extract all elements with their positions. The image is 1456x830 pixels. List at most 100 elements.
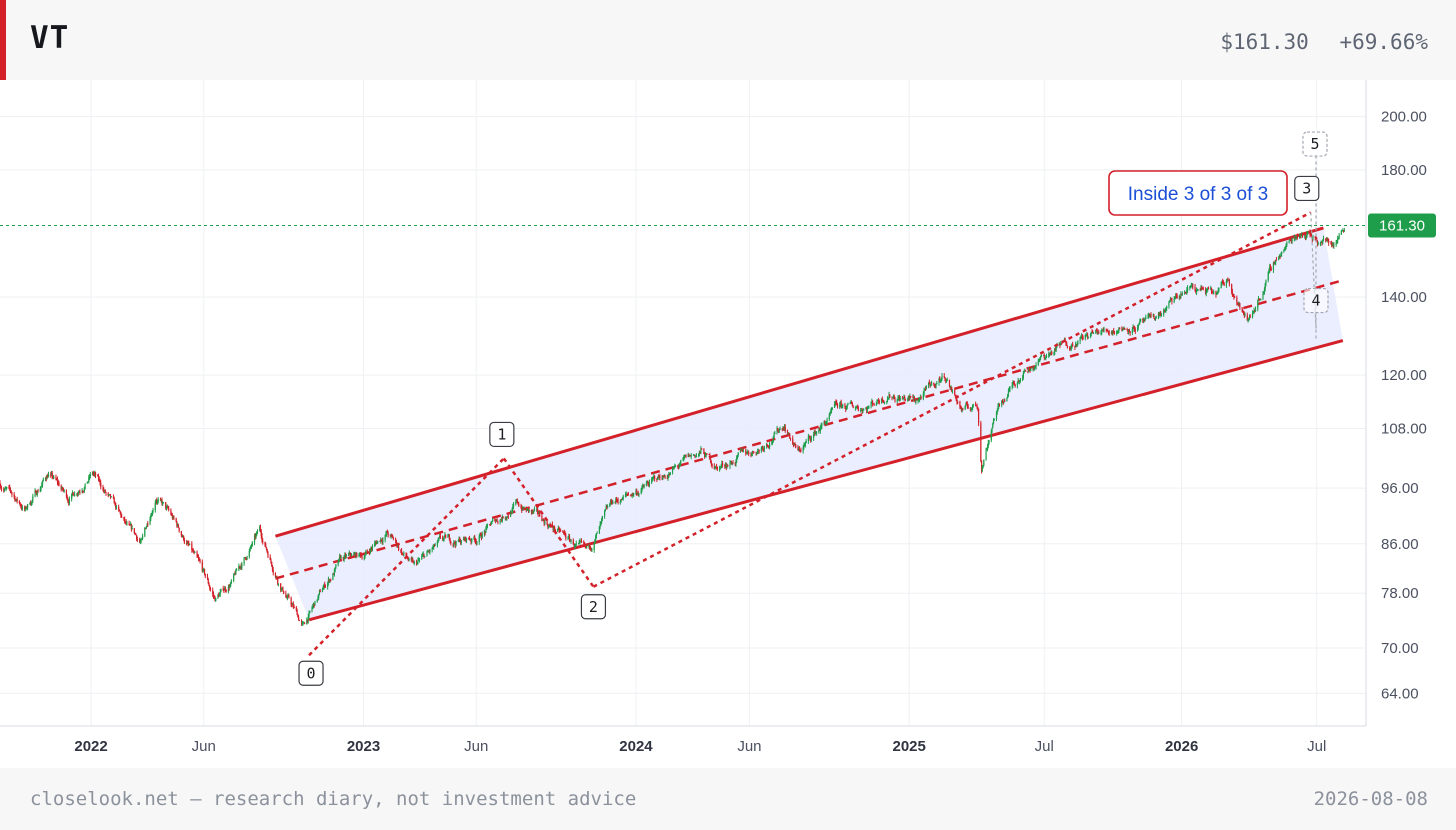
candle-body: [1185, 292, 1187, 294]
candle-body: [724, 465, 727, 467]
candle-body: [460, 540, 462, 543]
candle-body: [876, 400, 878, 405]
candle-body: [815, 432, 817, 434]
candle-body: [930, 382, 933, 386]
candle-body: [375, 542, 377, 544]
candle-body: [191, 543, 193, 551]
candle-body: [652, 476, 654, 479]
candle-body: [756, 452, 758, 455]
candle-body: [125, 521, 127, 524]
candle-body: [126, 523, 128, 525]
last-price-tag-text: 161.30: [1379, 217, 1425, 234]
candle-body: [1217, 290, 1219, 293]
candle-body: [798, 448, 800, 451]
candle-body: [405, 552, 407, 556]
candle-body: [742, 451, 745, 453]
candle-body: [1069, 347, 1071, 349]
candle-body: [76, 493, 78, 495]
candle-body: [1029, 369, 1031, 371]
candle-body: [1119, 327, 1121, 330]
candle-body: [88, 477, 90, 482]
candle-body: [295, 607, 297, 611]
candle-body: [197, 556, 199, 558]
candle-body: [610, 500, 612, 503]
candle-body: [584, 544, 586, 546]
candle-body: [303, 622, 305, 624]
candle-body: [118, 506, 120, 510]
candle-body: [605, 506, 607, 510]
candle-body: [1201, 288, 1204, 290]
candle-body: [1267, 272, 1269, 281]
candle-body: [103, 489, 105, 492]
candle-body: [13, 494, 15, 497]
candle-body: [110, 496, 112, 498]
candle-body: [970, 409, 972, 411]
candle-body: [624, 494, 627, 497]
candle-body: [1070, 346, 1072, 350]
candle-body: [1223, 283, 1225, 286]
candle-body: [813, 434, 815, 439]
candle-body: [516, 499, 518, 502]
price-chart[interactable]: 0 1 2 3 4 5 64.00 70.00 78.00 86.00 96.00 108.00 12…: [0, 80, 1456, 768]
candle-body: [511, 509, 513, 514]
candle-body: [816, 431, 818, 433]
candle-body: [262, 540, 264, 542]
candle-body: [332, 573, 334, 580]
candle-body: [818, 429, 820, 432]
candle-body: [94, 473, 96, 475]
candle-body: [871, 401, 874, 404]
candle-body: [732, 462, 734, 464]
candle-body: [810, 437, 812, 440]
candle-body: [379, 540, 381, 542]
candle-body: [1132, 326, 1134, 330]
candle-body: [499, 519, 501, 523]
candle-body: [222, 588, 224, 590]
candle-body: [591, 549, 593, 551]
candle-body: [1191, 285, 1193, 287]
candle-body: [1081, 335, 1083, 338]
candle-body: [705, 453, 707, 456]
candle-body: [1045, 355, 1048, 358]
candle-body: [730, 462, 732, 464]
candle-body: [830, 409, 833, 411]
candle-body: [917, 400, 919, 402]
candle-body: [1048, 353, 1051, 355]
candle-body: [103, 490, 106, 492]
candle-body: [1280, 254, 1282, 257]
candle-body: [329, 579, 331, 582]
candle-body: [468, 538, 471, 540]
candle-body: [614, 501, 616, 503]
candle-body: [870, 402, 872, 407]
candle-body: [904, 399, 907, 401]
candle-body: [193, 552, 195, 554]
candle-body: [197, 557, 200, 559]
candle-body: [998, 403, 1001, 405]
candle-body: [839, 402, 842, 405]
candle-body: [16, 498, 18, 501]
candle-body: [340, 557, 342, 559]
candle-body: [617, 500, 619, 503]
candle-body: [202, 569, 204, 571]
candle-body: [642, 486, 644, 488]
candle-body: [182, 535, 184, 538]
header-bar: VT $161.30 +69.66%: [0, 0, 1456, 80]
candle-body: [772, 437, 774, 442]
candle-body: [704, 453, 706, 458]
candle-body: [240, 566, 242, 568]
candle-body: [789, 438, 792, 440]
candle-body: [1086, 334, 1088, 336]
candle-body: [677, 465, 679, 467]
candle-body: [781, 428, 783, 430]
candle-body: [1233, 294, 1235, 297]
candle-body: [172, 517, 174, 519]
candle-body: [427, 551, 430, 553]
accent-bar: [0, 0, 6, 80]
candle-body: [799, 449, 801, 451]
candle-body: [1206, 289, 1208, 292]
time-tick-label: Jul: [1035, 738, 1054, 755]
candle-body: [1227, 278, 1229, 280]
candle-body: [212, 590, 214, 595]
time-axis: 2022 Jun 2023 Jun 2024 Jun 2025 Jul 2026 Jul: [0, 725, 1366, 755]
candle-body: [844, 404, 846, 408]
candle-body: [307, 616, 309, 622]
